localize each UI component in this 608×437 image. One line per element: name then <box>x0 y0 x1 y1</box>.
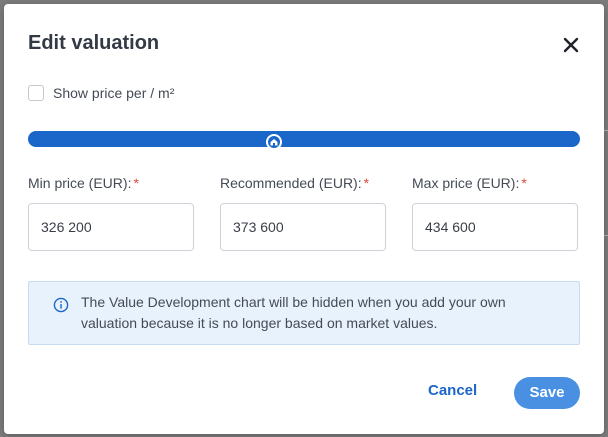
min-price-label: Min price (EUR): * <box>28 175 139 191</box>
info-notice: The Value Development chart will be hidd… <box>28 281 580 345</box>
edit-valuation-dialog: Edit valuation Show price per / m² Min p… <box>4 4 604 434</box>
dialog-title: Edit valuation <box>28 32 160 54</box>
required-mark: * <box>521 175 527 191</box>
min-price-input[interactable] <box>28 203 194 251</box>
per-m2-label: Show price per / m² <box>53 85 175 101</box>
valuation-slider-track[interactable] <box>28 131 580 147</box>
info-text: The Value Development chart will be hidd… <box>81 294 506 331</box>
save-button[interactable]: Save <box>514 377 580 409</box>
info-icon <box>53 297 69 313</box>
valuation-slider-thumb[interactable] <box>266 134 282 150</box>
recommended-price-input[interactable] <box>220 203 386 251</box>
required-mark: * <box>133 175 139 191</box>
backdrop-edge <box>604 130 608 131</box>
max-price-label-text: Max price (EUR): <box>412 175 520 191</box>
backdrop-edge <box>604 235 608 236</box>
close-button[interactable] <box>560 34 582 56</box>
home-icon <box>270 139 278 146</box>
recommended-price-label-text: Recommended (EUR): <box>220 175 362 191</box>
cancel-button[interactable]: Cancel <box>428 382 478 399</box>
per-m2-toggle[interactable]: Show price per / m² <box>28 83 174 103</box>
min-price-label-text: Min price (EUR): <box>28 175 132 191</box>
close-icon <box>563 37 579 53</box>
max-price-label: Max price (EUR): * <box>412 175 527 191</box>
per-m2-checkbox[interactable] <box>28 85 44 101</box>
required-mark: * <box>363 175 370 191</box>
recommended-price-label: Recommended (EUR): * <box>220 175 369 191</box>
max-price-input[interactable] <box>412 203 578 251</box>
